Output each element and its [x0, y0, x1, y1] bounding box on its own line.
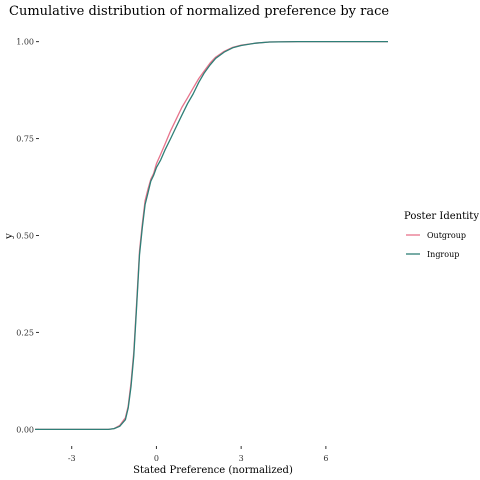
series-line-outgroup — [35, 40, 388, 431]
series-layer — [35, 40, 388, 431]
y-tick-label: 0.25 — [16, 328, 34, 337]
x-tick-label: -3 — [68, 454, 76, 463]
y-tick-label: 0.00 — [16, 425, 34, 434]
x-tick-label: 3 — [239, 454, 244, 463]
y-axis-title: y — [4, 233, 15, 240]
x-tick-label: 6 — [323, 454, 328, 463]
y-axis: 0.00 0.25 0.50 0.75 1.00 — [16, 38, 39, 434]
x-tick-label: 0 — [154, 454, 159, 463]
legend-title: Poster Identity — [404, 211, 479, 222]
legend-items: Outgroup Ingroup — [406, 231, 466, 259]
y-tick-label: 1.00 — [16, 38, 34, 47]
legend-label-ingroup: Ingroup — [427, 250, 459, 259]
series-line-ingroup — [35, 40, 388, 431]
chart-title: Cumulative distribution of normalized pr… — [9, 4, 389, 19]
y-tick-label: 0.50 — [16, 232, 34, 241]
legend: Poster Identity Outgroup Ingroup — [404, 211, 479, 259]
legend-label-outgroup: Outgroup — [427, 231, 466, 240]
y-tick-label: 0.75 — [16, 135, 34, 144]
x-axis-title: Stated Preference (normalized) — [133, 465, 293, 476]
x-axis: -3 0 3 6 — [68, 446, 328, 463]
